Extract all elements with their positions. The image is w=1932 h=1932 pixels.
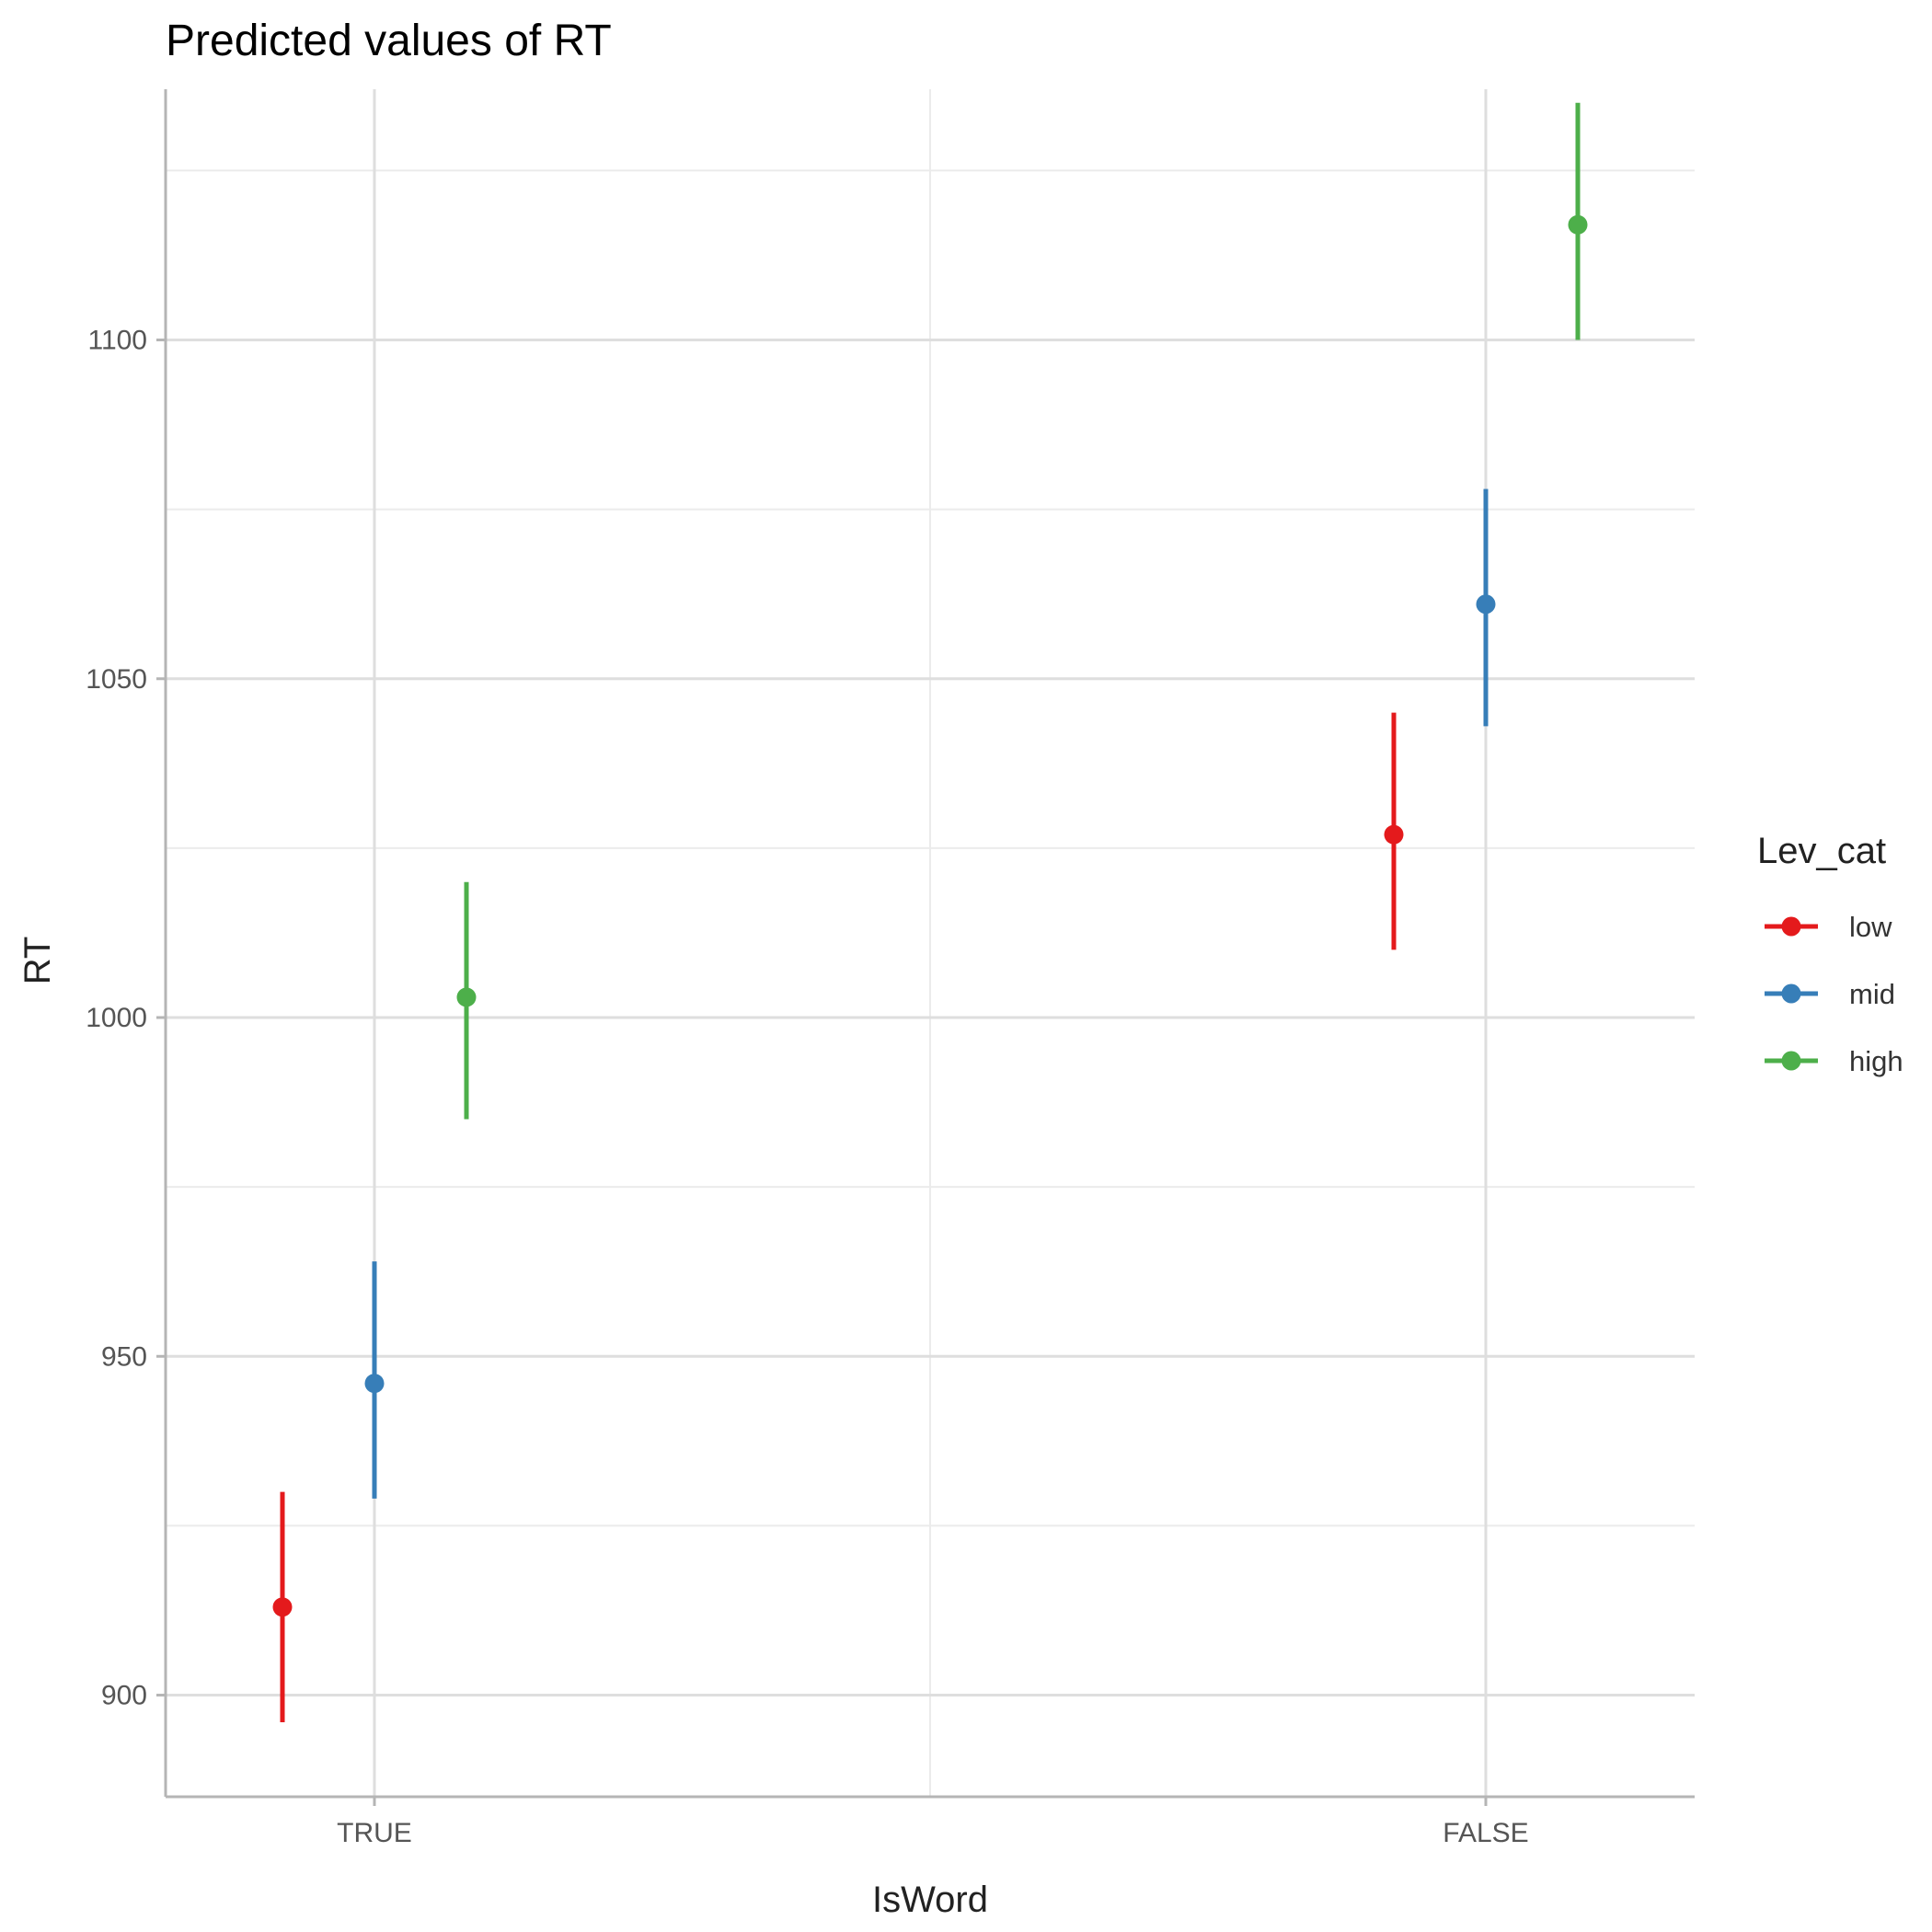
x-tick-label: TRUE — [337, 1818, 412, 1848]
legend: Lev_cat low mid high — [1757, 831, 1903, 1077]
x-tick-labels: TRUE FALSE — [337, 1818, 1529, 1848]
point-high — [456, 987, 477, 1007]
axes — [156, 89, 1695, 1806]
legend-key-point-low — [1781, 916, 1801, 937]
grid — [166, 89, 1695, 1797]
point-high — [1568, 214, 1588, 235]
point-mid — [1476, 594, 1496, 615]
x-axis-title: IsWord — [872, 1880, 988, 1920]
x-tick-label: FALSE — [1443, 1818, 1528, 1848]
y-tick-label: 900 — [101, 1681, 147, 1711]
y-tick-label: 1050 — [86, 664, 147, 695]
y-tick-label: 950 — [101, 1341, 147, 1372]
point-low — [1384, 824, 1404, 845]
point-mid — [364, 1374, 385, 1394]
chart-title: Predicted values of RT — [166, 17, 612, 65]
y-tick-label: 1100 — [87, 326, 147, 356]
legend-key-point-mid — [1781, 983, 1801, 1004]
legend-label-high: high — [1849, 1045, 1903, 1077]
legend-label-mid: mid — [1849, 978, 1895, 1010]
y-axis-title: RT — [17, 937, 58, 985]
legend-label-low: low — [1849, 911, 1892, 943]
legend-key-point-high — [1781, 1051, 1801, 1071]
legend-title: Lev_cat — [1757, 831, 1886, 871]
y-tick-labels: 900 950 1000 1050 1100 — [86, 326, 147, 1711]
point-low — [272, 1597, 293, 1617]
data-marks — [272, 102, 1588, 1722]
y-tick-label: 1000 — [86, 1003, 147, 1033]
